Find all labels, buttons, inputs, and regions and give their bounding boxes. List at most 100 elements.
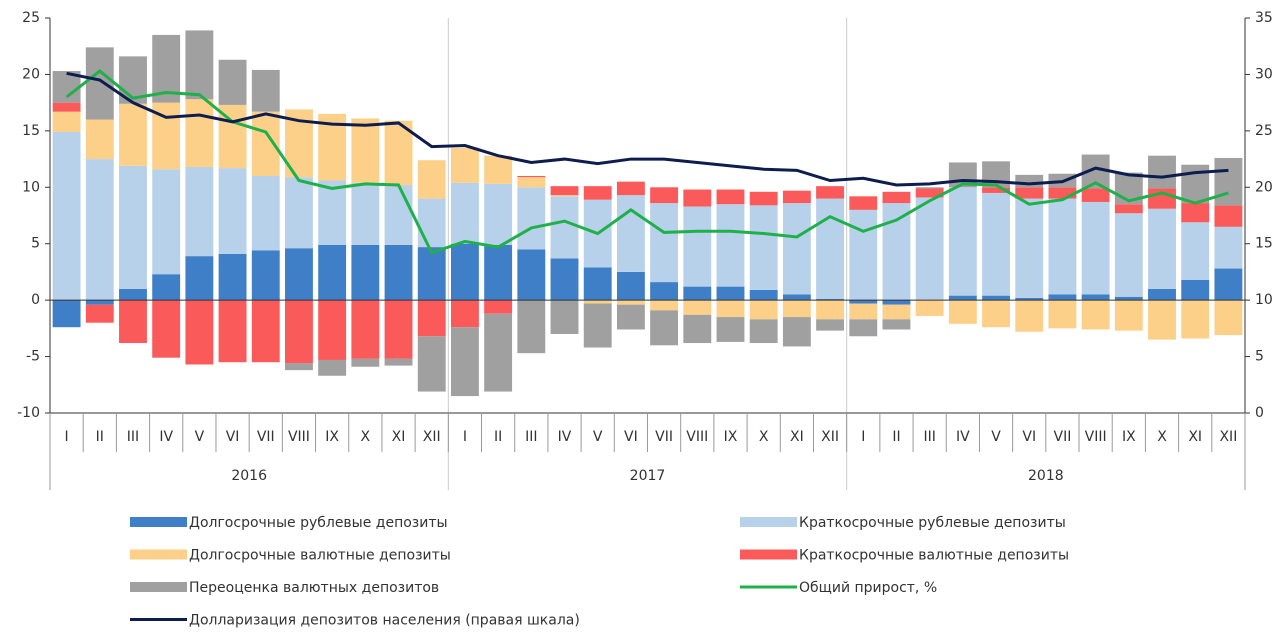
bar bbox=[185, 300, 214, 365]
bar bbox=[716, 317, 745, 342]
x-tick-label: I bbox=[65, 429, 69, 445]
x-tick-label: I bbox=[463, 429, 467, 445]
x-tick-label: I bbox=[861, 429, 865, 445]
bar bbox=[417, 336, 446, 392]
bar bbox=[550, 300, 579, 334]
bar bbox=[351, 118, 380, 183]
bar bbox=[1148, 155, 1176, 189]
bar bbox=[1181, 300, 1210, 339]
legend-swatch bbox=[740, 549, 797, 560]
bar bbox=[351, 300, 380, 359]
bar bbox=[683, 206, 712, 287]
bar bbox=[882, 191, 911, 204]
group-label: 2017 bbox=[630, 468, 666, 484]
bar bbox=[351, 244, 380, 301]
legend-label: Долгосрочные валютные депозиты bbox=[189, 548, 451, 564]
bar bbox=[285, 300, 313, 364]
y-tick-label: -5 bbox=[26, 349, 40, 365]
legend-swatch bbox=[130, 582, 187, 592]
bar bbox=[517, 300, 546, 354]
x-tick-label: XI bbox=[1188, 429, 1202, 445]
legend-swatch bbox=[130, 549, 187, 560]
bar bbox=[849, 196, 878, 210]
bar bbox=[550, 196, 579, 259]
bar bbox=[948, 295, 977, 301]
x-tick-label: XII bbox=[1219, 429, 1237, 445]
bar bbox=[185, 166, 214, 257]
bar bbox=[318, 244, 347, 301]
bar bbox=[1048, 300, 1077, 329]
legend-label: Общий прирост, % bbox=[799, 580, 937, 596]
bar bbox=[782, 317, 811, 347]
bar bbox=[1081, 294, 1110, 301]
bar bbox=[152, 274, 181, 301]
bar bbox=[849, 300, 878, 304]
y-tick-label: -10 bbox=[17, 405, 40, 421]
bar bbox=[716, 204, 745, 287]
bar bbox=[384, 185, 413, 245]
x-tick-label: III bbox=[923, 429, 935, 445]
bar bbox=[749, 191, 778, 206]
bar bbox=[1181, 279, 1210, 301]
bar bbox=[650, 300, 679, 311]
legend-label: Краткосрочные валютные депозиты bbox=[799, 548, 1069, 564]
bar bbox=[384, 358, 413, 366]
bar bbox=[1015, 174, 1044, 188]
bar bbox=[683, 300, 712, 315]
bar bbox=[417, 198, 446, 248]
x-tick-label: XII bbox=[821, 429, 839, 445]
bar bbox=[85, 47, 114, 120]
bar bbox=[1048, 198, 1077, 295]
y2-tick-label: 15 bbox=[1255, 236, 1273, 252]
x-tick-label: X bbox=[1157, 429, 1167, 445]
bar bbox=[85, 300, 114, 305]
x-tick-label: IV bbox=[159, 429, 173, 445]
bar bbox=[982, 192, 1010, 296]
line bbox=[66, 71, 1229, 187]
bar bbox=[982, 300, 1010, 328]
bar bbox=[683, 286, 712, 301]
bar bbox=[882, 300, 911, 305]
bar bbox=[749, 289, 778, 301]
y2-tick-label: 25 bbox=[1255, 123, 1273, 139]
bar bbox=[683, 189, 712, 207]
bar bbox=[915, 197, 944, 301]
x-tick-label: IV bbox=[956, 429, 970, 445]
bar bbox=[119, 103, 147, 166]
bar bbox=[550, 195, 579, 197]
bar bbox=[616, 195, 645, 272]
line bbox=[65, 69, 1229, 255]
legend-label: Переоценка валютных депозитов bbox=[189, 580, 439, 596]
bar bbox=[882, 203, 911, 301]
x-tick-label: XI bbox=[790, 429, 804, 445]
legend-label: Долларизация депозитов населения (правая… bbox=[189, 613, 580, 629]
legend-label: Краткосрочные рублевые депозиты bbox=[799, 515, 1066, 531]
bar bbox=[915, 187, 944, 189]
x-tick-label: VI bbox=[226, 429, 240, 445]
bar bbox=[119, 300, 147, 344]
y2-tick-label: 30 bbox=[1255, 66, 1273, 82]
bar bbox=[816, 300, 845, 320]
bar bbox=[1214, 268, 1243, 301]
x-tick-label: VIII bbox=[686, 429, 708, 445]
bar bbox=[52, 102, 81, 112]
x-tick-label: II bbox=[96, 429, 104, 445]
bar bbox=[484, 155, 513, 184]
x-tick-label: VII bbox=[655, 429, 673, 445]
x-tick-label: III bbox=[127, 429, 139, 445]
y2-tick-label: 0 bbox=[1255, 405, 1264, 421]
bar bbox=[218, 253, 247, 301]
bar bbox=[318, 359, 347, 376]
x-tick-label: V bbox=[593, 429, 603, 445]
bar bbox=[915, 300, 944, 316]
bar bbox=[816, 319, 845, 331]
bar bbox=[484, 244, 513, 301]
x-tick-label: VI bbox=[1022, 429, 1036, 445]
bar bbox=[1114, 296, 1143, 301]
bar bbox=[450, 327, 479, 397]
bar bbox=[1214, 157, 1243, 206]
x-tick-label: IX bbox=[325, 429, 339, 445]
bar bbox=[583, 300, 612, 304]
bar bbox=[1114, 204, 1143, 214]
